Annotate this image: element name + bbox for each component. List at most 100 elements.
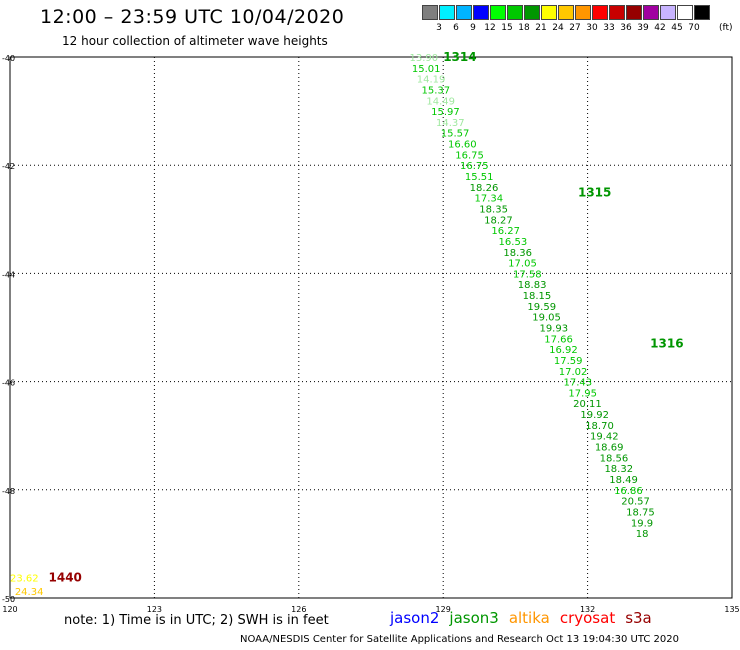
wave-height-value: 20.57 (621, 497, 650, 508)
satellite-name: cryosat (559, 609, 616, 627)
lon-label: 123 (147, 605, 162, 614)
legend-label: 36 (620, 23, 632, 33)
satellite-legend: jason2 jason3 altika cryosat s3a (390, 609, 662, 627)
legend-unit: (ft) (719, 23, 733, 33)
legend-swatch (575, 5, 591, 20)
legend-swatch (422, 5, 438, 20)
wave-height-value: 16.75 (455, 150, 484, 161)
map-subtitle: 12 hour collection of altimeter wave hei… (62, 34, 328, 48)
legend-swatch (456, 5, 472, 20)
legend-swatch (439, 5, 455, 20)
wave-height-value: 16.75 (460, 161, 489, 172)
satellite-name: jason2 (390, 609, 440, 627)
wave-height-value: 18.70 (585, 421, 614, 432)
wave-height-value: 17.34 (474, 194, 503, 205)
legend-swatch (643, 5, 659, 20)
legend-label: 18 (518, 23, 530, 33)
wave-height-value: 18.26 (470, 183, 499, 194)
wave-height-value: 19.93 (539, 324, 568, 335)
lon-label: 135 (724, 605, 739, 614)
wave-height-value: 13.90 (410, 53, 439, 64)
wave-height-value: 19.59 (527, 302, 556, 313)
legend-swatch (507, 5, 523, 20)
wave-height-value: 18.36 (503, 248, 532, 259)
wave-height-value: 18.69 (595, 443, 624, 454)
wave-height-value: 16.27 (491, 226, 520, 237)
wave-height-value: 17.59 (554, 356, 583, 367)
track-time-label: 1316 (650, 337, 683, 351)
legend-label: 42 (654, 23, 666, 33)
legend-swatch (694, 5, 710, 20)
satellite-name: jason3 (449, 609, 499, 627)
wave-height-value: 17.05 (508, 259, 537, 270)
legend-label: 45 (671, 23, 683, 33)
wave-height-value: 15.51 (465, 172, 494, 183)
legend-swatch (541, 5, 557, 20)
wave-height-value: 18.83 (518, 280, 547, 291)
wave-height-value: 15.37 (422, 85, 451, 96)
legend-label: 6 (453, 23, 459, 33)
lat-label: -50 (2, 595, 15, 604)
legend-label: 3 (436, 23, 442, 33)
wave-height-value: 24.34 (15, 587, 44, 598)
wave-height-value: 16.53 (499, 237, 528, 248)
track-time-label: 1440 (49, 570, 82, 584)
wave-height-value: 19.9 (631, 518, 653, 529)
wave-height-value: 17.02 (559, 367, 588, 378)
legend-label: 9 (470, 23, 476, 33)
legend-swatch (677, 5, 693, 20)
footnote: note: 1) Time is in UTC; 2) SWH is in fe… (64, 613, 329, 628)
legend-swatch (626, 5, 642, 20)
legend-label: 70 (688, 23, 700, 33)
wave-height-value: 17.66 (544, 334, 573, 345)
wave-height-value: 18.15 (523, 291, 552, 302)
lon-label: 132 (580, 605, 595, 614)
wave-height-value: 16.92 (549, 345, 578, 356)
lon-label: 120 (2, 605, 17, 614)
wave-height-value: 16.86 (614, 486, 643, 497)
legend-label: 27 (569, 23, 581, 33)
wave-height-value: 14.37 (436, 118, 465, 129)
wave-height-value: 16.60 (448, 140, 477, 151)
wave-height-value: 19.92 (580, 410, 609, 421)
lat-label: -42 (2, 162, 15, 171)
wave-height-value: 18.75 (626, 507, 655, 518)
wave-height-value: 17.43 (564, 378, 593, 389)
legend-swatch (473, 5, 489, 20)
wave-height-value: 18.49 (609, 475, 638, 486)
legend-swatch (524, 5, 540, 20)
map-title: 12:00 – 23:59 UTC 10/04/2020 (40, 6, 345, 28)
wave-height-value: 18 (636, 529, 649, 540)
wave-height-value: 15.97 (431, 107, 460, 118)
wave-height-value: 15.01 (412, 64, 441, 75)
legend-swatch (609, 5, 625, 20)
lat-label: -40 (2, 54, 15, 63)
credit-line: NOAA/NESDIS Center for Satellite Applica… (240, 634, 679, 645)
lat-label: -46 (2, 379, 15, 388)
wave-height-value: 17.95 (568, 388, 597, 399)
wave-height-value: 14.49 (426, 96, 455, 107)
wave-height-value: 18.35 (479, 204, 508, 215)
lat-label: -48 (2, 487, 15, 496)
wave-height-value: 23.62 (10, 573, 39, 584)
legend-label: 21 (535, 23, 547, 33)
track-time-label: 1314 (443, 50, 476, 64)
lon-label: 129 (436, 605, 451, 614)
wave-height-value: 15.57 (441, 129, 470, 140)
legend-swatch (490, 5, 506, 20)
legend-label: 30 (586, 23, 598, 33)
wave-height-value: 20.11 (573, 399, 602, 410)
wave-height-value: 18.27 (484, 215, 513, 226)
legend-label: 33 (603, 23, 615, 33)
legend-swatch (592, 5, 608, 20)
legend-swatch (558, 5, 574, 20)
satellite-name: s3a (625, 609, 652, 627)
wave-height-value: 19.42 (590, 432, 619, 443)
map-frame (9, 56, 733, 599)
legend-swatch (660, 5, 676, 20)
legend-label: 15 (501, 23, 513, 33)
lon-label: 126 (291, 605, 306, 614)
wave-height-value: 18.32 (604, 464, 633, 475)
wave-height-value: 17.58 (513, 269, 542, 280)
